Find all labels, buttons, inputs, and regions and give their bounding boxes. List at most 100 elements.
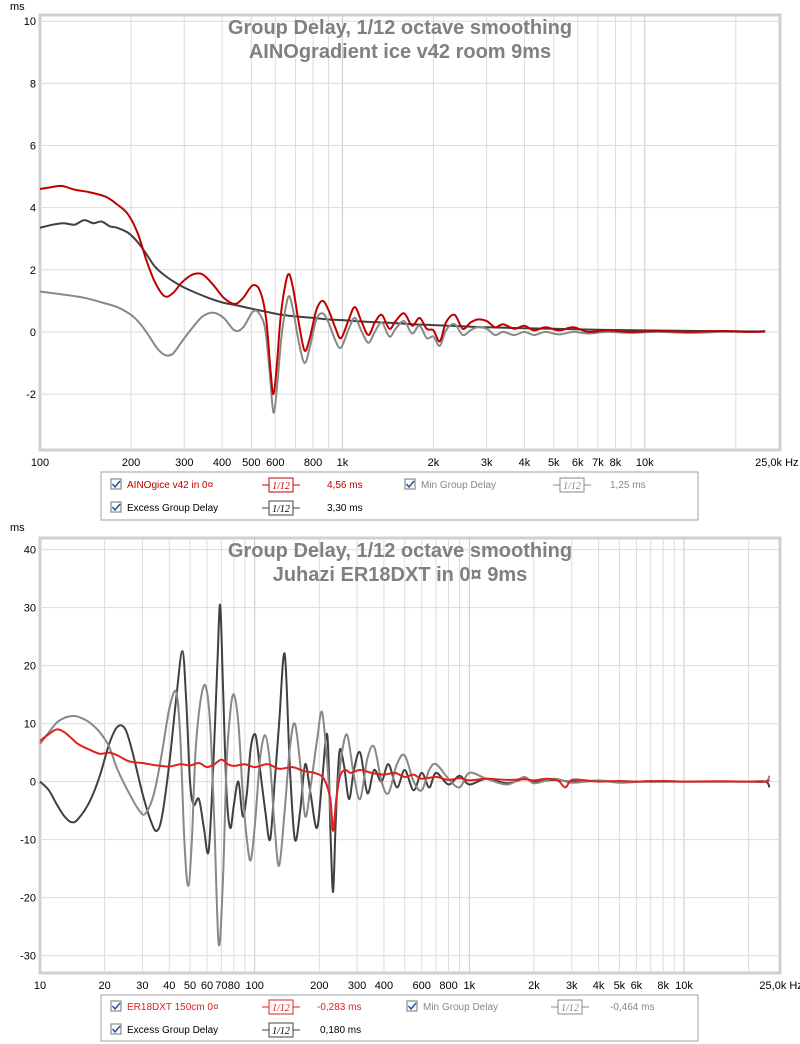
y-tick-label: -20 [20, 893, 36, 905]
y-tick-label: 0 [30, 777, 36, 789]
x-tick-label: 500 [242, 457, 260, 469]
check-icon [111, 503, 121, 512]
y-tick-label: 2 [30, 265, 36, 277]
y-tick-label: 30 [24, 603, 36, 615]
x-tick-label: 2k [528, 980, 540, 992]
plot-area-border [38, 13, 782, 452]
legend: ER18DXT 150cm 0¤ 1/12 -0,283 ms Min Grou… [100, 994, 699, 1042]
x-tick-label: 400 [375, 980, 393, 992]
smoothing-badge [268, 477, 294, 493]
legend: AINOgice v42 in 0¤ 1/12 4,56 ms Min Grou… [100, 471, 699, 521]
x-tick-label: 4k [593, 980, 605, 992]
x-tick-label: 800 [304, 457, 322, 469]
y-tick-label: -30 [20, 951, 36, 963]
y-axis-unit: ms [10, 522, 25, 534]
check-icon [111, 1025, 121, 1034]
series-line-1 [39, 290, 766, 414]
x-tick-labels: 10 20 30 40 50 60 70 80 100 200 300 400 600 800 1k 2k 3k… [34, 980, 800, 992]
legend-box [100, 994, 699, 1042]
legend-checkbox[interactable] [110, 478, 122, 490]
y-tick-label: -2 [26, 389, 36, 401]
chart-subtitle: Juhazi ER18DXT in 0¤ 9ms [273, 564, 528, 586]
legend-readout: -0,283 ms [317, 1002, 361, 1013]
smoothing-value: 1/12 [272, 1026, 290, 1037]
x-tick-label: 3k [566, 980, 578, 992]
x-tick-label: 80 [228, 980, 240, 992]
legend-item-min-group-delay[interactable]: Min Group Delay 1/12 -0,464 ms [406, 999, 654, 1015]
x-tick-label: 100 [31, 457, 49, 469]
check-icon [111, 480, 121, 489]
x-tick-label: 300 [348, 980, 366, 992]
x-tick-label: 400 [213, 457, 231, 469]
x-tick-label: 1k [337, 457, 349, 469]
x-tick-label: 60 [201, 980, 213, 992]
y-tick-label: 10 [24, 16, 36, 28]
smoothing-badge [268, 1022, 294, 1038]
x-tick-label: 6k [631, 980, 643, 992]
y-tick-label: 10 [24, 719, 36, 731]
y-tick-label: 40 [24, 545, 36, 557]
legend-checkbox[interactable] [110, 1023, 122, 1035]
legend-item-excess-group-delay[interactable]: Excess Group Delay 1/12 0,180 ms [110, 1022, 361, 1038]
chart-title: Group Delay, 1/12 octave smoothing [228, 17, 572, 39]
x-tick-label: 8k [610, 457, 622, 469]
legend-label: ER18DXT 150cm 0¤ [127, 1002, 219, 1013]
x-tick-labels: 100 200 300 400 500 600 800 1k 2k 3k 4k 5k 6k 7k 8k 10k… [31, 457, 799, 469]
x-tick-label: 800 [439, 980, 457, 992]
series-lines [39, 184, 766, 414]
series-lines [39, 603, 771, 947]
smoothing-badge [268, 999, 294, 1015]
x-tick-label: 200 [310, 980, 328, 992]
legend-checkbox[interactable] [406, 1000, 418, 1012]
y-tick-labels: 10 8 6 4 2 0 -2 [24, 16, 36, 401]
smoothing-value: 1/12 [561, 1003, 579, 1014]
legend-checkbox[interactable] [404, 478, 416, 490]
legend-item-excess-group-delay[interactable]: Excess Group Delay 1/12 3,30 ms [110, 500, 363, 516]
x-tick-label: 10 [34, 980, 46, 992]
x-tick-label: 7k [592, 457, 604, 469]
legend-readout: 3,30 ms [327, 503, 363, 514]
smoothing-badge [559, 477, 585, 493]
x-tick-label: 5k [614, 980, 626, 992]
legend-checkbox[interactable] [110, 1000, 122, 1012]
x-tick-label: 40 [163, 980, 175, 992]
chart-ainogradient: 10 8 6 4 2 0 -2 100 200 300 400 500 600 800 1k 2k 3k 4k 5… [10, 1, 799, 521]
x-tick-label: 25,0k Hz [759, 980, 800, 992]
plot-area-frame [39, 14, 781, 451]
x-tick-label: 600 [266, 457, 284, 469]
x-tick-label: 4k [519, 457, 531, 469]
x-tick-label: 10k [636, 457, 654, 469]
y-tick-label: 6 [30, 141, 36, 153]
check-icon [407, 1002, 417, 1011]
plot-area-border [38, 536, 782, 975]
smoothing-value: 1/12 [563, 481, 581, 492]
series-line-0 [39, 184, 766, 396]
check-icon [405, 480, 415, 489]
smoothing-value: 1/12 [272, 504, 290, 515]
check-icon [111, 1002, 121, 1011]
plot-area-frame [39, 537, 781, 974]
smoothing-badge [268, 500, 294, 516]
chart-subtitle: AINOgradient ice v42 room 9ms [249, 41, 551, 63]
smoothing-value: 1/12 [272, 1003, 290, 1014]
legend-item-min-group-delay[interactable]: Min Group Delay 1/12 1,25 ms [404, 477, 646, 493]
legend-label: Excess Group Delay [127, 1025, 218, 1036]
smoothing-badge [557, 999, 583, 1015]
legend-item-er18dxt[interactable]: ER18DXT 150cm 0¤ 1/12 -0,283 ms [110, 999, 361, 1015]
legend-checkbox[interactable] [110, 501, 122, 513]
grid [40, 15, 780, 450]
x-tick-label: 50 [184, 980, 196, 992]
legend-item-aino[interactable]: AINOgice v42 in 0¤ 1/12 4,56 ms [110, 477, 363, 493]
y-tick-label: 0 [30, 327, 36, 339]
series-line-0 [39, 728, 770, 832]
legend-readout: 0,180 ms [320, 1025, 361, 1036]
legend-label: Min Group Delay [421, 480, 496, 491]
x-tick-label: 30 [136, 980, 148, 992]
x-tick-label: 6k [572, 457, 584, 469]
x-tick-label: 20 [98, 980, 110, 992]
y-tick-label: 8 [30, 78, 36, 90]
x-tick-label: 70 [215, 980, 227, 992]
y-tick-label: 20 [24, 661, 36, 673]
y-tick-label: 4 [30, 203, 36, 215]
